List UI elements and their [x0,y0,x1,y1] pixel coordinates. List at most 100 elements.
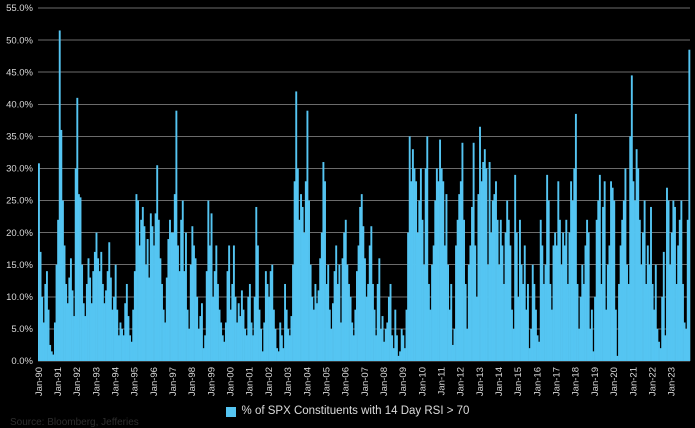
series-bar[interactable] [244,328,247,361]
series-bar[interactable] [57,219,60,361]
series-bar[interactable] [239,316,242,361]
series-bar[interactable] [482,162,485,361]
series-bar[interactable] [538,341,541,361]
series-bar[interactable] [362,226,365,361]
series-bar[interactable] [201,303,203,361]
series-bar[interactable] [512,328,515,361]
series-bar[interactable] [255,206,258,361]
series-bar[interactable] [384,328,387,361]
series-bar[interactable] [240,290,243,361]
series-bar[interactable] [109,277,112,361]
series-bar[interactable] [533,283,536,361]
series-bar[interactable] [52,354,55,361]
series-bar[interactable] [106,271,109,361]
series-bar[interactable] [236,322,239,361]
series-bar[interactable] [306,110,309,361]
series-bar[interactable] [629,136,632,361]
series-bar[interactable] [610,181,612,361]
series-bar[interactable] [322,162,325,361]
series-bar[interactable] [330,328,333,361]
series-bar[interactable] [397,355,400,361]
series-bar[interactable] [346,264,349,361]
series-bar[interactable] [469,245,472,361]
series-bar[interactable] [73,316,76,361]
series-bar[interactable] [650,206,652,361]
series-bar[interactable] [272,309,275,361]
series-bar[interactable] [268,296,271,361]
series-bar[interactable] [303,232,306,361]
series-bar[interactable] [495,181,497,361]
series-bar[interactable] [536,335,539,361]
series-bar[interactable] [456,219,459,361]
series-bar[interactable] [266,283,269,361]
series-bar[interactable] [223,341,226,361]
series-bar[interactable] [611,187,614,361]
series-bar[interactable] [121,328,123,361]
series-bar[interactable] [407,232,410,361]
series-bar[interactable] [423,264,426,361]
series-bar[interactable] [340,322,342,361]
series-bar[interactable] [520,264,523,361]
series-bar[interactable] [364,258,366,361]
series-bar[interactable] [493,194,496,361]
series-bar[interactable] [185,232,187,361]
series-bar[interactable] [264,271,267,361]
series-bar[interactable] [573,168,576,361]
series-bar[interactable] [357,245,360,361]
series-bar[interactable] [624,168,627,361]
series-bar[interactable] [129,335,131,361]
series-bar[interactable] [640,264,643,361]
series-bar[interactable] [581,264,584,361]
series-bar[interactable] [47,309,50,361]
series-bar[interactable] [292,264,294,361]
series-bar[interactable] [287,328,290,361]
series-bar[interactable] [66,303,69,361]
series-bar[interactable] [549,283,552,361]
series-bar[interactable] [127,316,130,361]
series-bar[interactable] [285,309,288,361]
series-bar[interactable] [392,348,395,361]
series-bar[interactable] [488,162,491,361]
series-bar[interactable] [55,264,58,361]
series-bar[interactable] [143,226,146,361]
series-bar[interactable] [504,232,507,361]
series-bar[interactable] [164,322,167,361]
series-bar[interactable] [621,219,624,361]
series-bar[interactable] [58,30,61,362]
series-bar[interactable] [113,296,116,361]
series-bar[interactable] [656,328,659,361]
series-bar[interactable] [686,219,689,361]
series-bar[interactable] [475,296,478,361]
series-bar[interactable] [539,219,542,361]
series-bar[interactable] [541,245,544,361]
series-bar[interactable] [122,335,125,361]
series-bar[interactable] [554,232,557,361]
series-bar[interactable] [642,232,644,361]
series-bar[interactable] [654,264,657,361]
series-bar[interactable] [602,206,605,361]
series-bar[interactable] [674,206,676,361]
legend-item-rsi[interactable]: % of SPX Constituents with 14 Day RSI > … [225,406,469,418]
series-bar[interactable] [172,232,175,361]
series-bar[interactable] [379,328,382,361]
series-bar[interactable] [189,264,192,361]
series-bar[interactable] [664,335,667,361]
series-bar[interactable] [669,264,672,361]
series-bar[interactable] [231,283,234,361]
series-bar[interactable] [181,200,184,361]
series-bar[interactable] [547,200,550,361]
series-bar[interactable] [226,271,229,361]
series-bar[interactable] [77,194,80,361]
series-bar[interactable] [325,283,328,361]
series-bar[interactable] [327,264,330,361]
series-bar[interactable] [648,264,651,361]
series-bar[interactable] [135,194,138,361]
series-bar[interactable] [336,283,339,361]
series-bar[interactable] [466,328,469,361]
series-bar[interactable] [186,309,189,361]
series-bar[interactable] [324,181,326,361]
series-bar[interactable] [455,245,457,361]
series-bar[interactable] [443,245,446,361]
series-bar[interactable] [643,200,646,361]
series-bar[interactable] [146,239,149,361]
